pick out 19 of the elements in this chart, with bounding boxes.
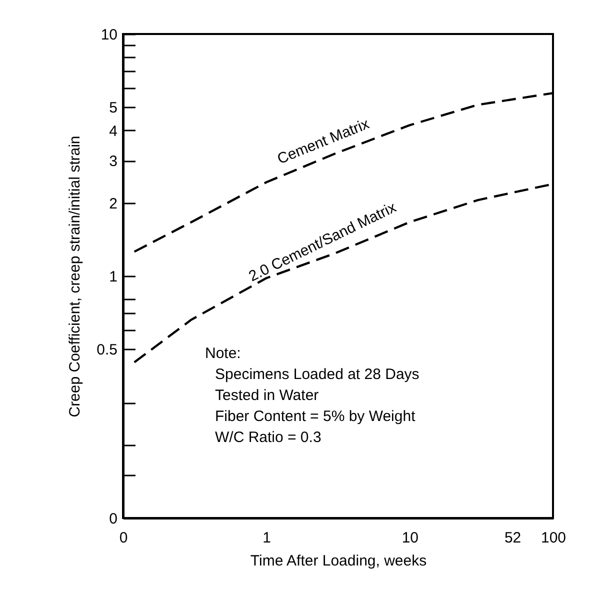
y-axis-title: Creep Coefficient, creep strain/initial strain — [66, 136, 84, 418]
y-tick-label: 0.5 — [96, 341, 118, 358]
annotation: W/C Ratio = 0.3 — [215, 429, 322, 446]
y-tick-label: 2 — [109, 196, 118, 213]
x-tick-label: 10 — [402, 530, 419, 546]
annotation: Specimens Loaded at 28 Days — [215, 366, 420, 383]
annotation: Fiber Content = 5% by Weight — [215, 408, 416, 425]
x-tick-label: 100 — [540, 530, 566, 546]
y-tick-label: 1 — [109, 268, 118, 286]
x-tick-label: 1 — [262, 530, 272, 546]
y-tick-label: 10 — [100, 26, 118, 44]
y-tick-label: 0 — [109, 510, 118, 528]
annotation: Note: — [205, 345, 241, 362]
y-tick-label: 3 — [109, 153, 118, 170]
y-tick-label: 5 — [109, 99, 118, 116]
x-tick-label: 52 — [504, 530, 522, 546]
x-axis-title: Time After Loading, weeks — [250, 552, 427, 570]
y-tick-label: 4 — [109, 122, 118, 140]
annotation: Tested in Water — [215, 387, 319, 404]
